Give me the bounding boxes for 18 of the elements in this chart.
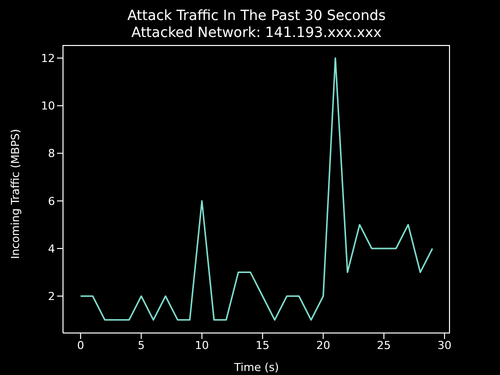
y-tick-label: 6 <box>48 194 55 208</box>
y-tick-label: 10 <box>41 100 55 113</box>
y-tick-label: 2 <box>48 290 55 304</box>
x-tick-label: 5 <box>138 338 145 352</box>
x-tick-label: 15 <box>256 338 270 352</box>
x-tick-label: 25 <box>376 338 391 352</box>
chart-title: Attack Traffic In The Past 30 Seconds <box>126 8 387 25</box>
y-tick-label: 4 <box>48 242 55 256</box>
x-tick-label: 0 <box>77 338 84 352</box>
y-axis-title: Incoming Traffic (MBPS) <box>8 129 22 259</box>
x-tick-label: 20 <box>316 338 330 352</box>
line-series <box>80 57 434 321</box>
x-axis-title: Time (s) <box>233 361 279 374</box>
y-tick-label: 8 <box>48 147 55 160</box>
y-tick-label: 12 <box>41 52 55 65</box>
x-tick-label: 30 <box>438 338 452 352</box>
x-tick-label: 10 <box>194 338 209 352</box>
chart-subtitle: Attacked Network: 141.193.xxx.xxx <box>130 25 383 42</box>
